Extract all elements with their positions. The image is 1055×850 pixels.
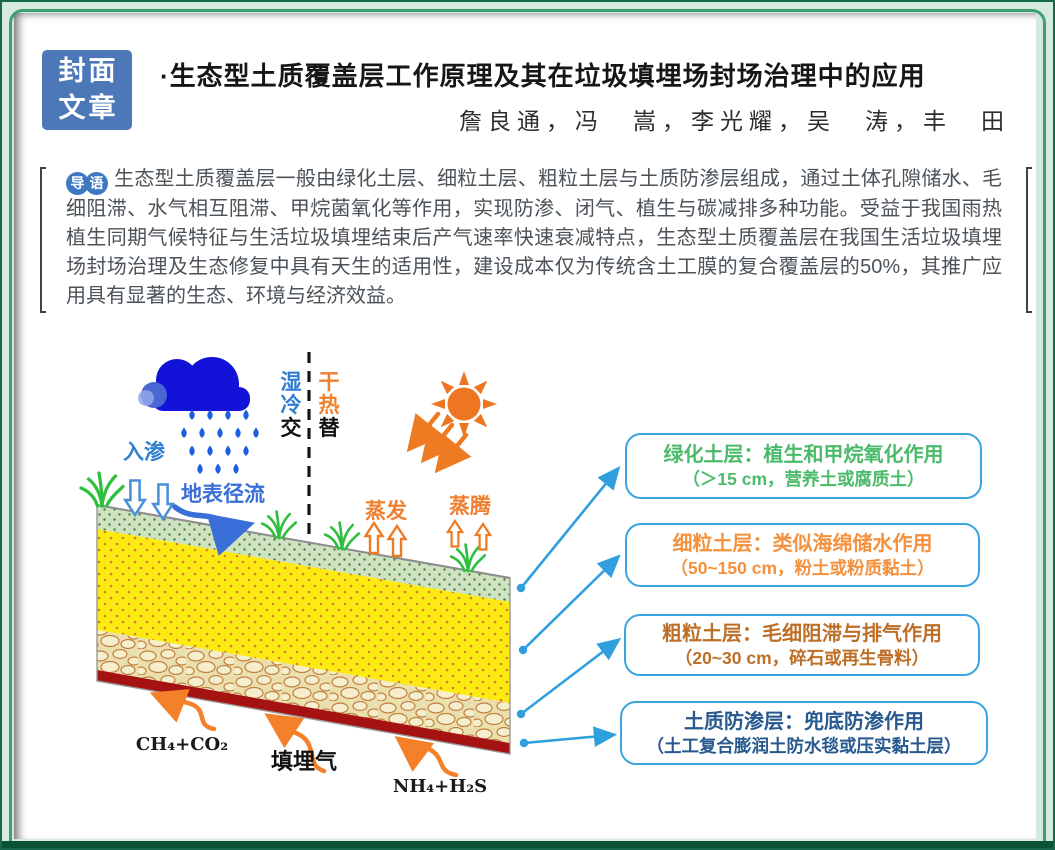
- dry-hot-label: 干热: [318, 371, 340, 417]
- cover-article-badge: 封面 文章: [42, 50, 132, 130]
- cover-badge-line2: 文章: [58, 93, 119, 123]
- callout-barrier-layer: 土质防渗层：兜底防渗作用 （土工复合膨润土防水毯或压实黏土层）: [620, 701, 988, 765]
- intro-section: 导语生态型土质覆盖层一般由绿化土层、细粒土层、粗粒土层与土质防渗层组成，通过土体…: [40, 165, 1032, 315]
- diagram-canvas: 入渗 地表径流 蒸发 蒸腾 CH₄+CO₂ 填埋气 NH₄+H₂S: [79, 352, 622, 797]
- callout-fine-soil-detail: （50~150 cm，粉土或粉质黏土）: [670, 557, 935, 578]
- soil-barrier-layer: [97, 670, 510, 754]
- callout-greening-layer: 绿化土层：植生和甲烷氧化作用 （＞15 cm，营养土或腐质土）: [625, 433, 982, 499]
- callout-fine-soil-layer: 细粒土层：类似海绵储水作用 （50~150 cm，粉土或粉质黏土）: [625, 523, 980, 587]
- lead-in-badge: 导语: [66, 168, 108, 195]
- connector-dots: [516, 583, 529, 748]
- intro-right-rule: [1026, 167, 1032, 313]
- article-title: ·生态型土质覆盖层工作原理及其在垃圾填埋场封场治理中的应用: [160, 61, 926, 91]
- coarse-grained-soil-layer: [97, 630, 510, 743]
- bottom-border-strip: [2, 841, 1053, 848]
- callout-greening-title: 绿化土层：植生和甲烷氧化作用: [663, 443, 944, 466]
- article-authors: 詹良通，冯 嵩，李光耀，吴 涛，丰 田: [459, 109, 1010, 135]
- callout-connectors: [519, 465, 622, 748]
- climate-dry-hot-column: 干热替: [317, 371, 341, 440]
- rain-cloud-icon: [138, 357, 250, 411]
- lead-badge-char2: 语: [85, 172, 108, 195]
- callout-coarse-soil-layer: 粗粒土层：毛细阻滞与排气作用 （20~30 cm，碎石或再生骨料）: [624, 614, 980, 676]
- transpiration-label: 蒸腾: [449, 494, 492, 518]
- intro-text: 生态型土质覆盖层一般由绿化土层、细粒土层、粗粒土层与土质防渗层组成，通过土体孔隙…: [66, 168, 1002, 307]
- alternate-char-right: 替: [318, 417, 340, 440]
- landfill-gas-arrows: [149, 689, 459, 778]
- soil-layers: [96, 504, 511, 755]
- callout-greening-detail: （＞15 cm，营养土或腐质土）: [682, 468, 925, 489]
- callout-fine-soil-title: 细粒土层：类似海绵储水作用: [672, 532, 933, 555]
- alternate-char-left: 交: [280, 417, 302, 440]
- sun-icon: [431, 371, 497, 437]
- evaporation-arrows: [364, 521, 407, 558]
- callout-coarse-soil-detail: （20~30 cm，碎石或再生骨料）: [674, 647, 930, 668]
- landfill-gas-label: 填埋气: [271, 749, 337, 774]
- callout-barrier-detail: （土工复合膨润土防水毯或压实黏土层）: [646, 735, 962, 756]
- gas-formula-left-label: CH₄+CO₂: [136, 734, 228, 755]
- rain-drops: [181, 409, 259, 474]
- climate-wet-cold-column: 湿冷交: [279, 371, 303, 440]
- fine-grained-soil-layer: [97, 529, 510, 703]
- cover-diagram: 入渗 地表径流 蒸发 蒸腾 CH₄+CO₂ 填埋气 NH₄+H₂S: [42, 337, 1042, 832]
- callout-barrier-title: 土质防渗层：兜底防渗作用: [684, 710, 924, 733]
- wet-cold-label: 湿冷: [280, 371, 302, 417]
- greening-soil-layer: [97, 505, 510, 602]
- transpiration-arrows: [446, 519, 492, 551]
- lead-badge-char1: 导: [66, 172, 89, 195]
- callout-coarse-soil-title: 粗粒土层：毛细阻滞与排气作用: [662, 622, 942, 645]
- evaporation-label: 蒸发: [365, 499, 408, 523]
- intro-left-rule: [40, 167, 46, 313]
- gas-formula-right-label: NH₄+H₂S: [393, 776, 487, 797]
- runoff-label: 地表径流: [181, 482, 265, 506]
- sunbeam-arrows: [406, 411, 472, 474]
- intro-paragraph: 导语生态型土质覆盖层一般由绿化土层、细粒土层、粗粒土层与土质防渗层组成，通过土体…: [66, 165, 1002, 311]
- cover-badge-line1: 封面: [58, 56, 119, 86]
- runoff-arrow: [172, 504, 255, 556]
- infiltration-label: 入渗: [123, 440, 166, 464]
